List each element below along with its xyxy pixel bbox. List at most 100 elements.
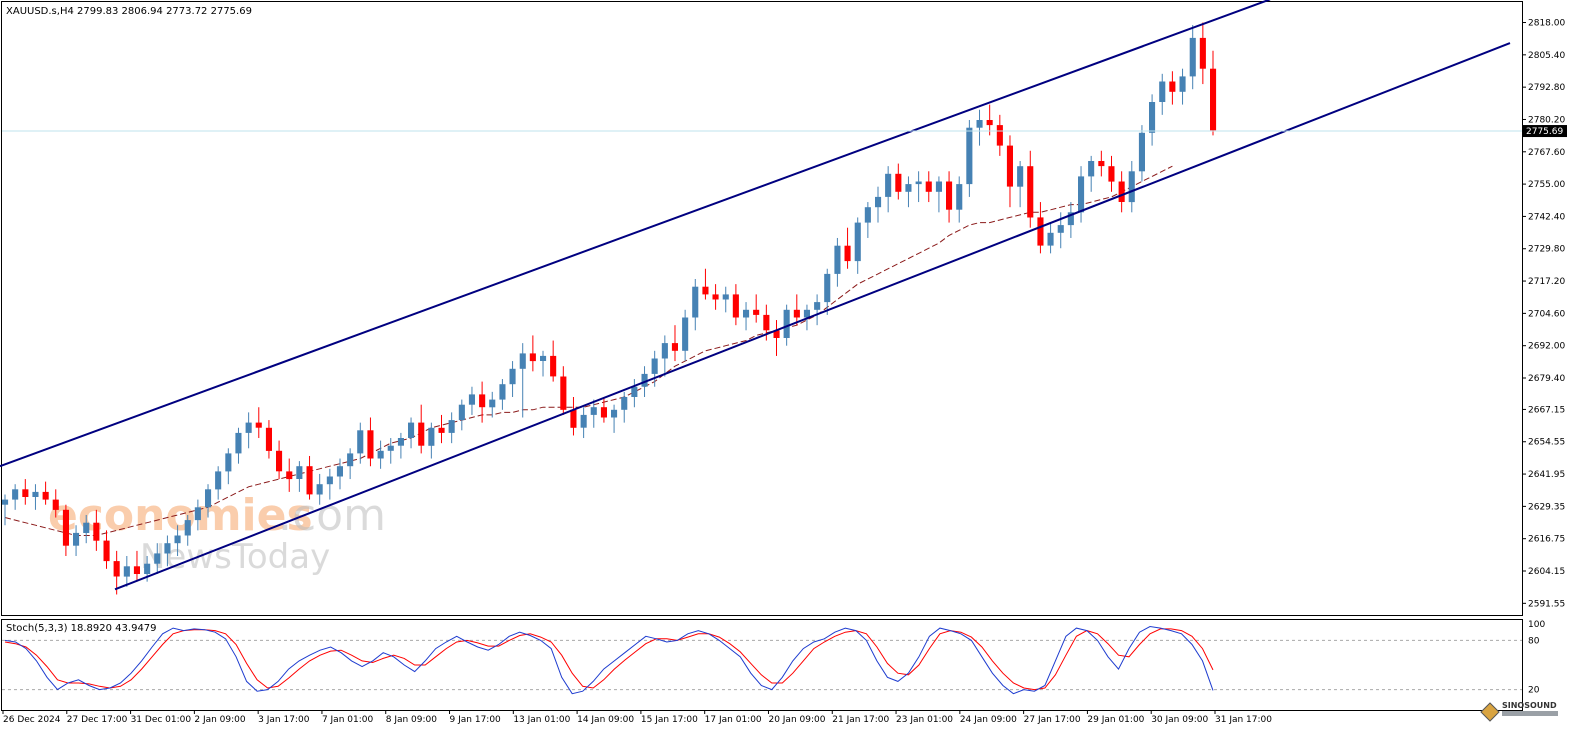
candle-body — [1108, 166, 1115, 182]
candle-body — [600, 407, 607, 418]
candle-body — [844, 245, 851, 262]
main-pane-frame — [1, 1, 1523, 616]
candle-body — [814, 302, 821, 310]
candle-body — [245, 422, 252, 433]
candle-body — [458, 404, 465, 421]
candle-body — [580, 414, 587, 428]
candle-body — [62, 509, 69, 546]
candle-body — [428, 427, 435, 446]
y-tick-label: 2667.15 — [1528, 405, 1565, 415]
candle-body — [590, 407, 597, 415]
candle-body — [1057, 225, 1064, 233]
candle-body — [905, 184, 912, 192]
y-tick-label: 2654.55 — [1528, 438, 1565, 448]
x-tick-label: 14 Jan 09:00 — [577, 715, 634, 725]
candle-body — [42, 491, 49, 500]
candle-body — [397, 438, 404, 446]
candle-body — [1179, 76, 1186, 92]
channel-lower-line — [114, 42, 1511, 591]
candle-body — [347, 453, 354, 467]
candle-body — [1189, 37, 1196, 77]
candle-body — [194, 507, 201, 521]
candle-body — [1078, 176, 1085, 213]
x-tick-label: 9 Jan 17:00 — [450, 715, 502, 725]
candle-body — [1149, 102, 1156, 133]
candle-body — [570, 409, 577, 428]
candle-body — [418, 422, 425, 446]
candle-body — [336, 466, 343, 477]
stoch-main-line — [4, 625, 1214, 695]
x-tick-label: 7 Jan 01:00 — [322, 715, 374, 725]
candle-body — [864, 207, 871, 223]
candle-body — [824, 273, 831, 303]
candle-body — [1159, 81, 1166, 102]
x-tick-label: 24 Jan 09:00 — [960, 715, 1017, 725]
candle-body — [915, 181, 922, 185]
x-tick-label: 31 Dec 01:00 — [131, 715, 192, 725]
candle-body — [296, 466, 303, 479]
candle-body — [621, 397, 628, 410]
y-tick-label: 2641.95 — [1528, 470, 1565, 480]
candle-body — [895, 173, 902, 192]
candle-body — [763, 314, 770, 331]
candle-body — [803, 309, 810, 318]
y-tick-label: 2805.40 — [1528, 51, 1565, 61]
candle-body — [1210, 68, 1217, 131]
candle-body — [925, 181, 932, 192]
candle-body — [753, 309, 760, 315]
candle-body — [32, 491, 39, 497]
candle-body — [479, 394, 486, 408]
y-tick-label: 2729.80 — [1528, 245, 1565, 255]
candle-body — [93, 522, 100, 541]
candle-body — [661, 343, 668, 359]
candle-body — [875, 196, 882, 208]
candle-body — [773, 330, 780, 338]
stoch-signal-line — [4, 628, 1214, 691]
candle-body — [468, 394, 475, 405]
candle-body — [52, 499, 59, 510]
y-tick-label: 2679.40 — [1528, 374, 1565, 384]
candle-body — [499, 384, 506, 400]
current-price-box — [1523, 125, 1567, 138]
candle-body — [316, 484, 323, 495]
candle-body — [560, 376, 567, 410]
x-tick-label: 30 Jan 09:00 — [1151, 715, 1208, 725]
candle-body — [966, 127, 973, 185]
candle-body — [377, 450, 384, 459]
candle-body — [103, 540, 110, 562]
corner-logo: SINOSOUND — [1480, 701, 1558, 722]
candle-body — [1027, 166, 1034, 218]
candle-body — [225, 453, 232, 472]
y-tick-label: 2616.75 — [1528, 535, 1565, 545]
x-tick-label: 31 Jan 17:00 — [1215, 715, 1272, 725]
y-tick-label: 2818.00 — [1528, 19, 1565, 29]
candle-body — [671, 343, 678, 351]
candle-body — [357, 430, 364, 454]
x-tick-label: 29 Jan 01:00 — [1087, 715, 1144, 725]
candle-body — [448, 420, 455, 433]
candle-body — [509, 368, 516, 385]
candle-body — [113, 561, 120, 577]
stoch-label: Stoch(5,3,3) 18.8920 43.9479 — [6, 623, 157, 634]
y-tick-label: 2780.20 — [1528, 115, 1565, 125]
candle-body — [946, 181, 953, 210]
candle-body — [235, 432, 242, 454]
watermark-brand-1b: .com — [278, 490, 386, 541]
watermark: economies .com NewsToday — [48, 490, 386, 577]
candle-body — [783, 309, 790, 338]
candle-body — [12, 489, 19, 500]
candle-body — [611, 409, 618, 418]
candle-body — [631, 386, 638, 397]
candle-body — [306, 466, 313, 495]
y-tick-label: 2704.60 — [1528, 309, 1565, 319]
candle-body — [793, 309, 800, 318]
candle-body — [1098, 161, 1105, 167]
candle-body — [154, 553, 161, 564]
candle-body — [550, 355, 557, 377]
logo-bar — [1502, 711, 1558, 716]
candle-body — [692, 286, 699, 318]
candle-body — [834, 245, 841, 274]
y-tick-label: 2591.55 — [1528, 599, 1565, 609]
x-tick-label: 17 Jan 01:00 — [705, 715, 762, 725]
x-tick-label: 27 Dec 17:00 — [67, 715, 128, 725]
